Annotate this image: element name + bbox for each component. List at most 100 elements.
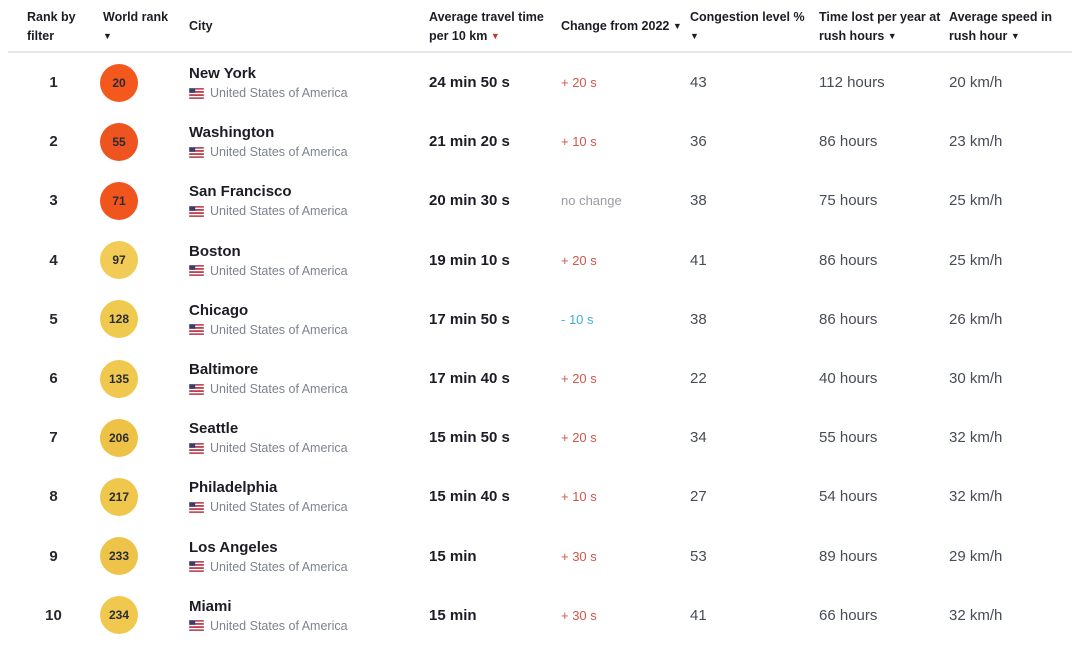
time-lost-value: 66 hours	[819, 606, 878, 624]
sort-arrow-icon[interactable]: ▼	[672, 21, 682, 32]
travel-time-value: 17 min 50 s	[429, 310, 510, 328]
city-name[interactable]: New York	[189, 65, 256, 83]
world-rank-badge: 128	[100, 300, 138, 339]
country-label: United States of America	[210, 86, 348, 101]
travel-time-value: 21 min 20 s	[429, 133, 510, 151]
table-body: 1 20 New York	[0, 53, 1080, 645]
rank-value: 6	[49, 370, 58, 388]
time-lost-value: 54 hours	[819, 488, 878, 506]
world-rank-badge: 233	[100, 537, 138, 576]
world-rank-badge: 55	[100, 122, 138, 161]
congestion-value: 34	[690, 429, 707, 447]
travel-time-value: 24 min 50 s	[429, 74, 510, 92]
city-name[interactable]: Washington	[189, 124, 275, 142]
table-header-row: Rank by filter World rank ▼ City Average…	[0, 0, 1080, 53]
speed-value: 32 km/h	[949, 488, 1003, 506]
sort-arrow-icon[interactable]: ▼	[1010, 30, 1020, 41]
city-name[interactable]: Philadelphia	[189, 479, 278, 497]
us-flag-icon	[188, 383, 205, 395]
sort-arrow-icon[interactable]: ▼	[103, 30, 112, 41]
country-label: United States of America	[210, 263, 348, 278]
table-row[interactable]: 4 97 Boston	[0, 231, 1080, 290]
city-name[interactable]: Boston	[189, 242, 241, 260]
change-value: + 20 s	[561, 75, 597, 91]
header-congestion-level[interactable]: Congestion level % ▼	[682, 8, 811, 46]
header-label: Congestion level %	[690, 9, 805, 24]
table-row[interactable]: 6 135 Baltimore	[0, 349, 1080, 408]
country-label: United States of America	[210, 618, 348, 633]
sort-arrow-icon[interactable]: ▼	[690, 30, 699, 41]
change-value: no change	[561, 193, 622, 209]
travel-time-value: 17 min 40 s	[429, 370, 510, 388]
header-divider	[8, 51, 1072, 53]
change-value: + 30 s	[561, 607, 597, 623]
sort-arrow-icon-active[interactable]: ▼	[490, 30, 500, 41]
city-name[interactable]: San Francisco	[189, 183, 292, 201]
header-world-rank[interactable]: World rank ▼	[95, 8, 175, 46]
speed-value: 23 km/h	[949, 133, 1003, 151]
city-name[interactable]: Baltimore	[189, 361, 259, 379]
header-time-lost[interactable]: Time lost per year at rush hours ▼	[811, 8, 941, 46]
country-label: United States of America	[210, 204, 348, 219]
city-name[interactable]: Los Angeles	[189, 538, 278, 556]
congestion-value: 36	[690, 133, 707, 151]
speed-value: 25 km/h	[949, 192, 1003, 210]
header-label: City	[189, 19, 213, 34]
congestion-value: 43	[690, 74, 707, 92]
country-label: United States of America	[210, 382, 348, 397]
world-rank-badge: 217	[100, 477, 138, 516]
country-label: United States of America	[210, 145, 348, 160]
congestion-value: 53	[690, 547, 707, 565]
sort-arrow-icon[interactable]: ▼	[887, 30, 897, 41]
header-avg-speed[interactable]: Average speed in rush hour ▼	[941, 8, 1061, 46]
change-value: + 20 s	[561, 430, 597, 446]
travel-time-value: 19 min 10 s	[429, 251, 510, 269]
table-row[interactable]: 5 128 Chicago	[0, 290, 1080, 349]
table-row[interactable]: 7 206 Seattle	[0, 408, 1080, 467]
table-row[interactable]: 2 55 Washington	[0, 112, 1080, 171]
time-lost-value: 40 hours	[819, 370, 878, 388]
speed-value: 30 km/h	[949, 370, 1003, 388]
header-change-from-2022[interactable]: Change from 2022 ▼	[555, 17, 682, 36]
change-value: + 10 s	[561, 489, 597, 505]
change-value: + 30 s	[561, 548, 597, 564]
world-rank-badge: 20	[100, 63, 138, 102]
speed-value: 26 km/h	[949, 310, 1003, 328]
change-value: - 10 s	[561, 311, 594, 327]
time-lost-value: 89 hours	[819, 547, 878, 565]
header-label: Average travel time per 10 km	[429, 9, 544, 43]
time-lost-value: 86 hours	[819, 251, 878, 269]
change-value: + 10 s	[561, 134, 597, 150]
rank-value: 8	[49, 488, 58, 506]
world-rank-badge: 71	[100, 181, 138, 220]
world-rank-badge: 206	[100, 418, 138, 457]
world-rank-badge: 234	[100, 596, 138, 635]
header-rank-by-filter: Rank by filter	[0, 8, 95, 46]
table-row[interactable]: 8 217 Philadelphia	[0, 467, 1080, 526]
us-flag-icon	[188, 205, 205, 218]
congestion-value: 27	[690, 488, 707, 506]
header-label: Time lost per year at rush hours	[819, 9, 941, 43]
congestion-value: 38	[690, 192, 707, 210]
city-name[interactable]: Seattle	[189, 420, 239, 438]
table-row[interactable]: 3 71 San Francisco	[0, 171, 1080, 230]
us-flag-icon	[188, 620, 205, 632]
country-label: United States of America	[210, 559, 348, 574]
world-rank-badge: 97	[100, 241, 138, 280]
congestion-value: 22	[690, 370, 707, 388]
rank-value: 9	[49, 547, 58, 565]
us-flag-icon	[188, 501, 205, 514]
rank-value: 7	[49, 429, 58, 447]
header-label: Rank by filter	[27, 9, 76, 43]
city-name[interactable]: Miami	[189, 597, 232, 615]
speed-value: 32 km/h	[949, 606, 1003, 624]
table-row[interactable]: 9 233 Los Angeles	[0, 527, 1080, 586]
rank-value: 1	[49, 74, 58, 92]
rank-value: 5	[49, 310, 58, 328]
country-label: United States of America	[210, 322, 348, 337]
header-avg-travel-time[interactable]: Average travel time per 10 km ▼	[420, 8, 555, 46]
table-row[interactable]: 10 234 Miami	[0, 586, 1080, 645]
header-label: Average speed in rush hour	[949, 9, 1053, 43]
city-name[interactable]: Chicago	[189, 301, 249, 319]
table-row[interactable]: 1 20 New York	[0, 53, 1080, 112]
